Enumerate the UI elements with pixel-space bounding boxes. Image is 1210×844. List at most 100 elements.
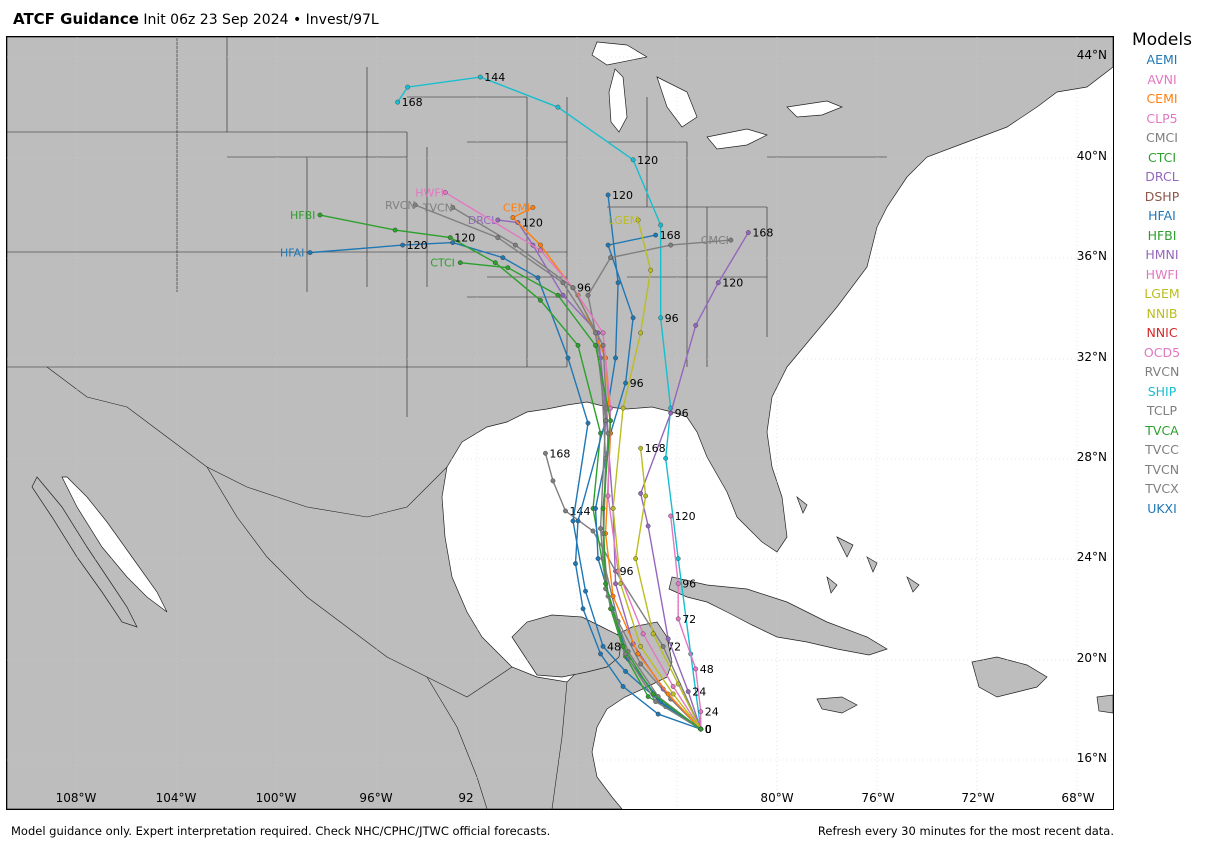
legend-item-hfai: HFAI — [1148, 208, 1176, 223]
track-point-cmci — [585, 292, 591, 298]
forecast-hour-label: 0 — [705, 723, 712, 736]
forecast-hour-label: 120 — [454, 232, 475, 245]
forecast-hour-label: 120 — [722, 277, 743, 290]
forecast-hour-label: 0 — [705, 723, 712, 736]
track-point-hfai — [570, 518, 576, 524]
init-subtitle: Init 06z 23 Sep 2024 • Invest/97L — [143, 12, 379, 28]
lon-label-92: 92 — [458, 791, 474, 805]
forecast-hour-label: 120 — [675, 510, 696, 523]
forecast-tracks: 0961201441680729614416802448729612002496… — [280, 71, 773, 736]
legend-item-ukxi: UKXI — [1147, 500, 1177, 516]
track-map[interactable]: 0 96 120 144 168 0 72 96 144 168 0 24 48 72 96 120 0 24 96… — [6, 36, 1114, 810]
track-ctci — [460, 261, 702, 730]
forecast-hour-label: 120 — [407, 239, 428, 252]
legend-item-cemi: CEMI — [1146, 91, 1178, 106]
lat-label-36: 36°N — [1076, 249, 1107, 263]
track-point-ctci — [603, 581, 608, 587]
track-point-ocd5 — [698, 709, 704, 714]
track-point-hfbi — [645, 694, 651, 699]
track-point-ukxi — [598, 651, 603, 657]
legend-item-tclp: TCLP — [1146, 403, 1178, 418]
forecast-hour-label: 96 — [682, 578, 696, 591]
forecast-hour-label: 120 — [637, 154, 658, 167]
lat-label-20: 20°N — [1076, 651, 1107, 665]
track-hfbi — [319, 214, 702, 730]
track-point-hmni — [685, 689, 691, 694]
track-name-label: HFAI — [280, 247, 304, 260]
forecast-hour-label: 72 — [682, 613, 696, 626]
track-point-rvcn — [593, 330, 598, 336]
lat-label-28: 28°N — [1076, 450, 1107, 464]
track-point-lgem — [610, 506, 616, 511]
track-point-ctci — [650, 691, 656, 697]
track-point-hfai — [585, 420, 591, 426]
lon-label-100: 100°W — [255, 791, 297, 805]
legend-items: AEMI AVNI CEMI CLP5 CMCI CTCI DRCL DSHP HFAI HFBI… — [1122, 50, 1202, 518]
forecast-hour-label: 0 — [705, 723, 712, 736]
forecast-hour-label: 168 — [549, 447, 570, 460]
track-point-ctci — [608, 418, 613, 424]
legend-item-ctci: CTCI — [1147, 149, 1177, 165]
forecast-hour-label: 0 — [705, 723, 712, 736]
track-point-cemi — [610, 593, 616, 599]
track-point-hwfi — [640, 631, 646, 637]
track-point-tclp — [550, 478, 556, 484]
track-point-tvcn — [600, 343, 606, 348]
legend-item-hmni: HMNI — [1145, 247, 1179, 262]
forecast-hour-label: 144 — [484, 71, 505, 84]
borders — [7, 37, 887, 809]
track-point-hfai — [565, 355, 571, 361]
track-point-nnib — [638, 445, 644, 451]
track-point-lgem — [638, 330, 644, 336]
track-point-ship — [405, 84, 411, 90]
legend-item-tvcc: TVCC — [1145, 442, 1179, 457]
forecast-hour-label: 0 — [705, 723, 712, 736]
legend-item-dshp: DSHP — [1144, 188, 1180, 204]
legend-item-cmci: CMCI — [1146, 130, 1178, 145]
track-point-aemi — [593, 506, 598, 511]
forecast-hour-label: 96 — [577, 282, 591, 295]
track-point-hwfi — [442, 190, 448, 195]
track-point-hfbi — [392, 227, 398, 233]
track-point-ship — [658, 315, 664, 321]
track-point-drcl — [495, 217, 501, 223]
track-point-tclp — [563, 508, 568, 514]
forecast-hour-label: 96 — [665, 312, 679, 325]
legend-item-tvca: TVCA — [1145, 422, 1179, 438]
track-point-ctci — [555, 292, 561, 298]
track-point-cmci — [668, 242, 674, 248]
track-point-ctci — [620, 643, 626, 649]
legend-title: Models — [1132, 30, 1192, 50]
app-title: ATCF Guidance — [13, 10, 139, 28]
track-point-hfai — [623, 669, 628, 674]
track-rvcn — [414, 204, 702, 730]
track-point-cemi — [538, 242, 543, 248]
track-point-hfai — [600, 643, 606, 649]
map-canvas: 0961201441680729614416802448729612002496… — [7, 37, 1113, 809]
track-point-hmni — [715, 280, 721, 286]
track-point-ukxi — [575, 518, 581, 524]
forecast-hour-label: 0 — [705, 723, 712, 736]
track-name-label: DRCL — [468, 214, 498, 227]
track-point-ocd5 — [668, 513, 674, 519]
lat-label-44: 44°N — [1076, 48, 1107, 62]
track-point-tvcn — [570, 285, 576, 291]
track-point-ocd5 — [693, 666, 699, 672]
track-point-tvcn — [512, 242, 518, 248]
track-point-hwfi — [670, 684, 676, 689]
track-point-ukxi — [613, 355, 618, 361]
track-point-ship — [395, 99, 401, 105]
track-name-label: CMCI — [701, 234, 729, 247]
forecast-hour-label: 96 — [620, 565, 634, 578]
lon-label-80: 80°W — [760, 791, 794, 805]
track-point-ctci — [600, 506, 606, 511]
track-point-aemi — [605, 242, 611, 248]
track-point-hmni — [668, 410, 674, 416]
track-point-hfai — [500, 255, 506, 261]
track-point-lgem — [618, 581, 623, 587]
track-point-nnib — [675, 681, 681, 687]
track-point-hmni — [638, 490, 644, 496]
refresh-note: Refresh every 30 minutes for the most re… — [817, 824, 1114, 838]
track-point-ship — [630, 157, 636, 163]
track-point-cemi — [665, 691, 671, 697]
